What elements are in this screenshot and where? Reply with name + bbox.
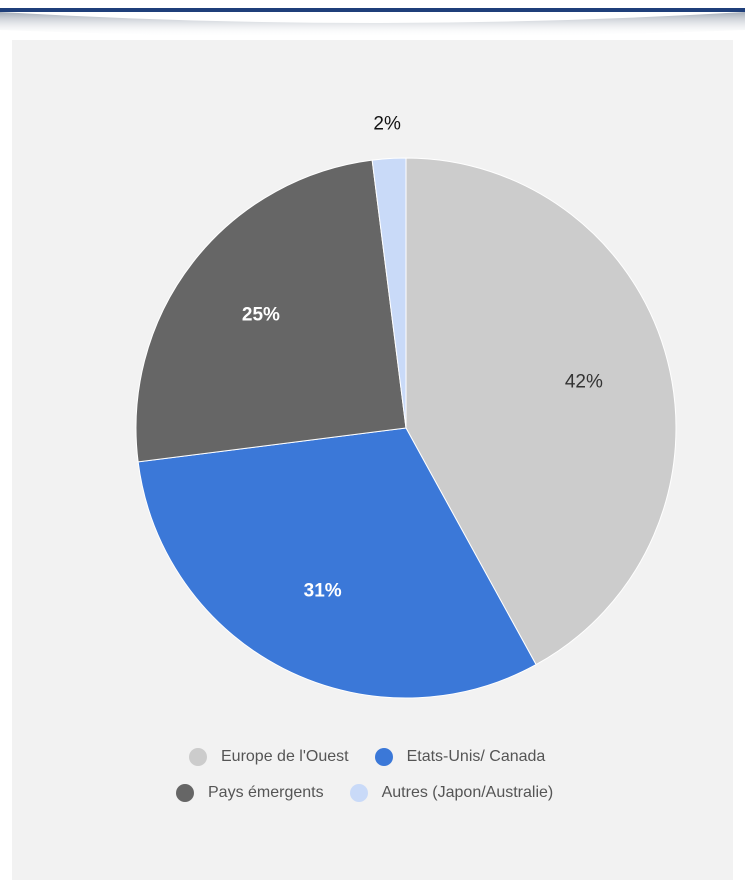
value-label-emerging: 25% [242, 304, 280, 325]
legend-swatch-emerging [176, 784, 194, 802]
legend-swatch-others [349, 784, 368, 802]
pie-slices [135, 157, 677, 699]
legend-item-europe[interactable]: Europe de l'Ouest [189, 748, 349, 766]
value-label-others: 2% [373, 114, 401, 135]
pie-value-labels: 42% 31% 25% 2% [242, 114, 603, 602]
legend-row-1: Europe de l'Ouest Etats-Unis/ Canada [189, 748, 571, 766]
value-label-usa-canada: 31% [304, 581, 342, 602]
legend-label-others: Autres (Japon/Australie) [381, 784, 554, 801]
legend-item-emerging[interactable]: Pays émergents [176, 784, 324, 802]
pie-slice-emerging[interactable] [135, 159, 407, 463]
legend-row-2: Pays émergents Autres (Japon/Australie) [176, 784, 579, 802]
legend-label-emerging: Pays émergents [208, 784, 324, 801]
legend-swatch-usa-canada [374, 748, 393, 766]
pie-slice-usa-canada[interactable] [137, 427, 537, 699]
legend-item-usa-canada[interactable]: Etats-Unis/ Canada [374, 748, 546, 766]
legend-swatch-europe [189, 748, 207, 766]
legend-label-europe: Europe de l'Ouest [221, 748, 349, 765]
pie-slice-others[interactable] [371, 157, 407, 429]
value-label-europe: 42% [565, 371, 603, 392]
legend-item-others[interactable]: Autres (Japon/Australie) [349, 784, 554, 802]
top-rule [0, 8, 745, 37]
legend-label-usa-canada: Etats-Unis/ Canada [406, 748, 546, 765]
pie-slice-europe[interactable] [405, 157, 677, 666]
